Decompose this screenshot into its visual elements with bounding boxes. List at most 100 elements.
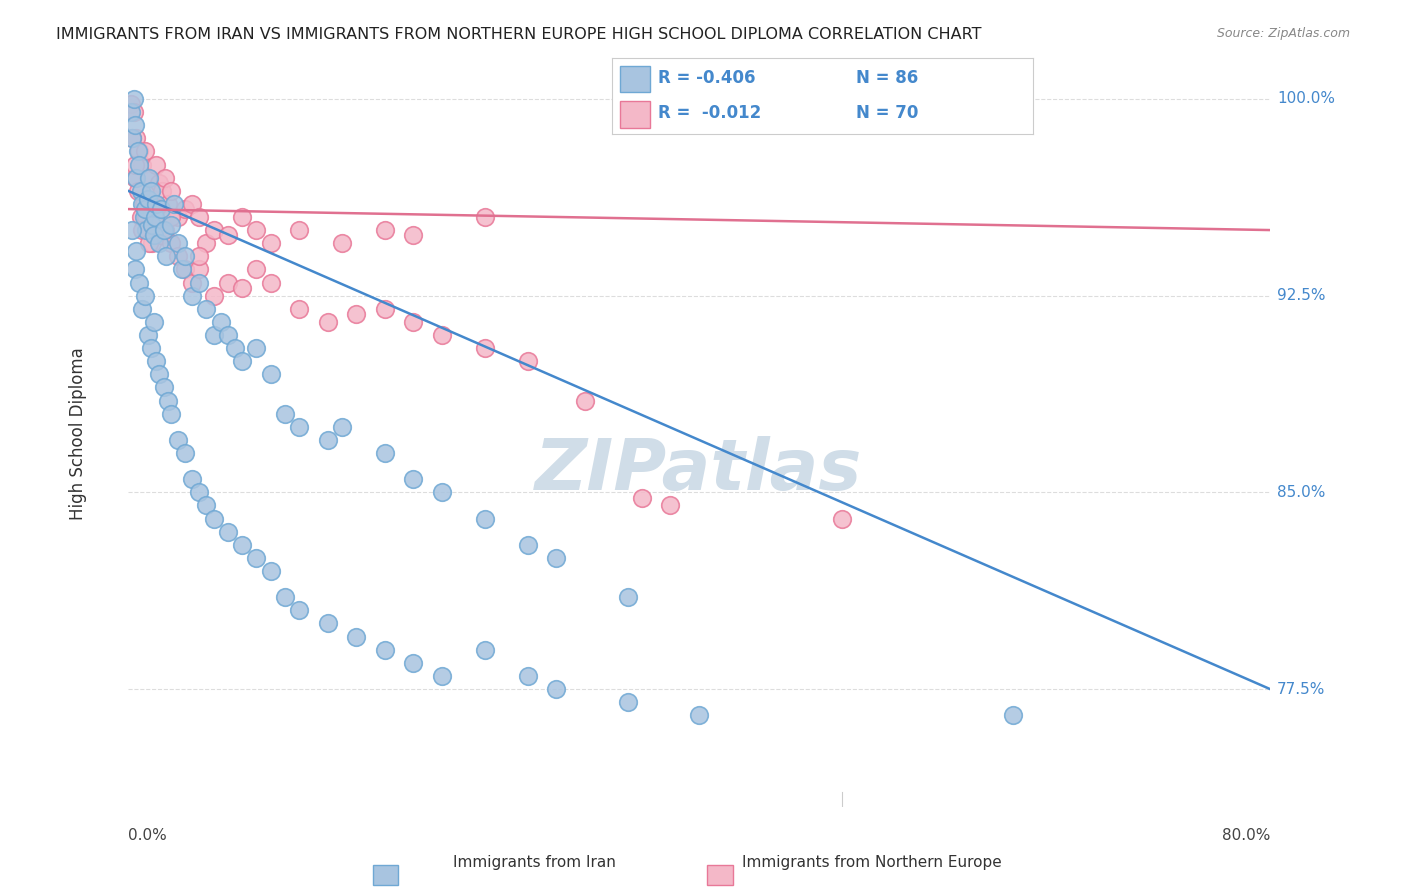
Point bbox=[138, 170, 160, 185]
Point bbox=[155, 249, 177, 263]
Point bbox=[152, 223, 174, 237]
Point bbox=[148, 176, 170, 190]
Point bbox=[142, 197, 165, 211]
Point bbox=[546, 681, 568, 696]
Point bbox=[630, 491, 652, 505]
Point bbox=[156, 197, 179, 211]
Point bbox=[167, 210, 190, 224]
Point bbox=[167, 433, 190, 447]
Point bbox=[121, 131, 143, 145]
Point bbox=[402, 472, 425, 486]
Point bbox=[134, 145, 156, 159]
Point bbox=[129, 184, 152, 198]
Point bbox=[152, 380, 174, 394]
Point bbox=[202, 223, 225, 237]
Point bbox=[142, 315, 165, 329]
Point bbox=[430, 485, 453, 500]
Point bbox=[288, 603, 311, 617]
Point bbox=[688, 708, 710, 723]
Point bbox=[181, 197, 204, 211]
Point bbox=[174, 262, 197, 277]
Point bbox=[402, 228, 425, 243]
Point bbox=[167, 236, 190, 251]
Point bbox=[188, 249, 211, 263]
Point bbox=[659, 499, 682, 513]
Point bbox=[138, 236, 160, 251]
Point bbox=[1001, 708, 1024, 723]
Point bbox=[316, 433, 339, 447]
Point bbox=[131, 223, 153, 237]
Text: Immigrants from Northern Europe: Immigrants from Northern Europe bbox=[742, 855, 1001, 870]
Point bbox=[574, 393, 596, 408]
Point bbox=[181, 276, 204, 290]
Text: 77.5%: 77.5% bbox=[1277, 681, 1326, 697]
Point bbox=[124, 262, 146, 277]
Point bbox=[831, 511, 853, 525]
Point bbox=[344, 630, 367, 644]
Point bbox=[159, 218, 181, 232]
Point bbox=[217, 228, 239, 243]
Point bbox=[202, 288, 225, 302]
Point bbox=[125, 170, 148, 185]
Text: R =  -0.012: R = -0.012 bbox=[658, 104, 761, 122]
Point bbox=[159, 210, 181, 224]
Point bbox=[330, 236, 353, 251]
Point bbox=[231, 210, 253, 224]
Text: Source: ZipAtlas.com: Source: ZipAtlas.com bbox=[1216, 27, 1350, 40]
Point bbox=[145, 197, 167, 211]
Point bbox=[129, 210, 152, 224]
Point bbox=[474, 210, 496, 224]
FancyBboxPatch shape bbox=[620, 65, 650, 92]
Point bbox=[288, 223, 311, 237]
Point bbox=[139, 184, 162, 198]
Point bbox=[132, 197, 155, 211]
Point bbox=[616, 591, 638, 605]
Point bbox=[174, 446, 197, 460]
Point bbox=[316, 315, 339, 329]
Point bbox=[516, 354, 538, 368]
Point bbox=[374, 642, 396, 657]
Point bbox=[188, 262, 211, 277]
Point bbox=[260, 564, 283, 578]
Text: 85.0%: 85.0% bbox=[1277, 485, 1326, 500]
Point bbox=[143, 210, 166, 224]
Point bbox=[217, 328, 239, 343]
Point bbox=[202, 511, 225, 525]
Point bbox=[546, 550, 568, 565]
Point bbox=[231, 354, 253, 368]
Point bbox=[716, 826, 738, 840]
Text: 100.0%: 100.0% bbox=[1277, 92, 1336, 106]
Point bbox=[148, 368, 170, 382]
Point bbox=[260, 236, 283, 251]
Point bbox=[231, 281, 253, 295]
Point bbox=[159, 407, 181, 421]
Text: N = 86: N = 86 bbox=[856, 70, 918, 87]
Point bbox=[148, 236, 170, 251]
Point bbox=[274, 407, 297, 421]
Point bbox=[188, 210, 211, 224]
Point bbox=[402, 315, 425, 329]
Point bbox=[141, 218, 163, 232]
Point bbox=[172, 262, 194, 277]
Point bbox=[260, 368, 283, 382]
Point bbox=[195, 499, 218, 513]
Point bbox=[127, 145, 149, 159]
Point bbox=[188, 485, 211, 500]
Point bbox=[202, 328, 225, 343]
Point bbox=[122, 92, 145, 106]
Point bbox=[122, 105, 145, 120]
Point bbox=[156, 393, 179, 408]
Text: 92.5%: 92.5% bbox=[1277, 288, 1326, 303]
Point bbox=[474, 341, 496, 355]
Text: Immigrants from Iran: Immigrants from Iran bbox=[453, 855, 616, 870]
Point bbox=[430, 669, 453, 683]
Point bbox=[121, 131, 143, 145]
Point bbox=[153, 170, 176, 185]
Point bbox=[145, 218, 167, 232]
Point bbox=[159, 236, 181, 251]
Point bbox=[474, 511, 496, 525]
Point bbox=[231, 538, 253, 552]
Point bbox=[125, 244, 148, 258]
Point bbox=[125, 131, 148, 145]
Text: High School Diploma: High School Diploma bbox=[69, 347, 87, 520]
